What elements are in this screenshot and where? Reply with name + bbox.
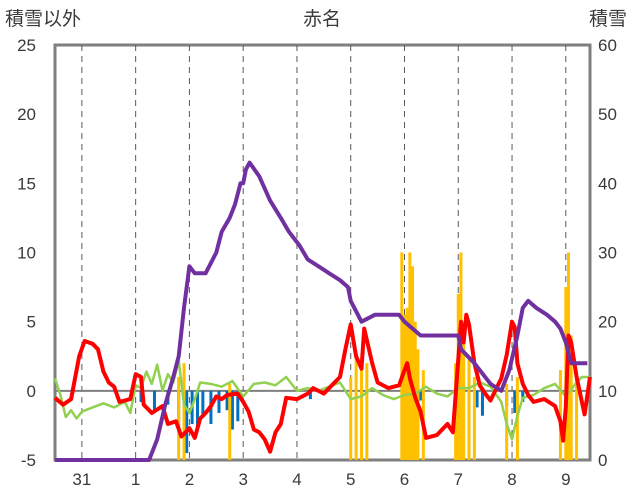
y-tick-right: 50: [598, 105, 617, 124]
chart-title: 赤名: [303, 8, 341, 30]
x-tick-label: 7: [454, 470, 463, 489]
x-tick-label: 5: [346, 470, 355, 489]
bar: [575, 377, 579, 460]
y-tick-left: 0: [27, 382, 36, 401]
y-tick-left: 15: [17, 174, 36, 193]
bar: [225, 390, 229, 411]
y-tick-right: 0: [598, 451, 607, 470]
bar: [354, 356, 358, 460]
y-tick-right: 10: [598, 382, 617, 401]
bar: [475, 390, 479, 408]
y-tick-left: -5: [21, 451, 36, 470]
bar: [411, 266, 415, 460]
bar: [521, 390, 525, 402]
bar: [480, 390, 484, 416]
y-tick-right: 40: [598, 174, 617, 193]
x-tick-label: 31: [72, 470, 91, 489]
y-tick-right: 20: [598, 313, 617, 332]
x-tick-label: 8: [507, 470, 516, 489]
bar: [185, 390, 189, 454]
red-series-line: [53, 312, 592, 454]
bar: [569, 335, 573, 460]
y-tick-left: 25: [17, 36, 36, 55]
y-axis-title-right: 積雪: [589, 8, 627, 30]
bar: [400, 252, 404, 460]
bar: [228, 383, 232, 460]
bar: [365, 363, 369, 460]
bar: [152, 390, 156, 412]
bar: [513, 390, 517, 413]
bar: [472, 377, 476, 460]
bar: [349, 377, 353, 460]
bar: [308, 390, 312, 400]
bar: [402, 314, 406, 460]
bar: [467, 356, 471, 460]
y-tick-left: 20: [17, 105, 36, 124]
x-tick-label: 4: [292, 470, 301, 489]
bar: [177, 377, 181, 460]
y-tick-left: 5: [27, 313, 36, 332]
bar: [195, 390, 199, 430]
bar: [359, 363, 363, 460]
bar: [558, 370, 562, 460]
x-tick-label: 1: [131, 470, 140, 489]
bar: [201, 390, 205, 416]
plot-frame: [53, 43, 592, 462]
bar: [459, 252, 463, 460]
bar: [230, 390, 234, 430]
x-tick-label: 2: [185, 470, 194, 489]
x-tick-label: 9: [561, 470, 570, 489]
bar: [408, 252, 412, 460]
snow-depth-line: [55, 160, 588, 462]
bar: [182, 363, 186, 460]
x-tick-label: 6: [400, 470, 409, 489]
green-series-line: [53, 359, 590, 441]
bar: [405, 307, 409, 460]
bar: [236, 390, 240, 422]
x-tick-label: 3: [238, 470, 247, 489]
y-tick-left: 10: [17, 244, 36, 263]
bar: [217, 390, 221, 413]
bar: [419, 390, 423, 401]
bar: [462, 321, 466, 460]
y-tick-right: 30: [598, 244, 617, 263]
y-axis-title-left: 積雪以外: [5, 8, 81, 30]
y-tick-right: 60: [598, 36, 617, 55]
